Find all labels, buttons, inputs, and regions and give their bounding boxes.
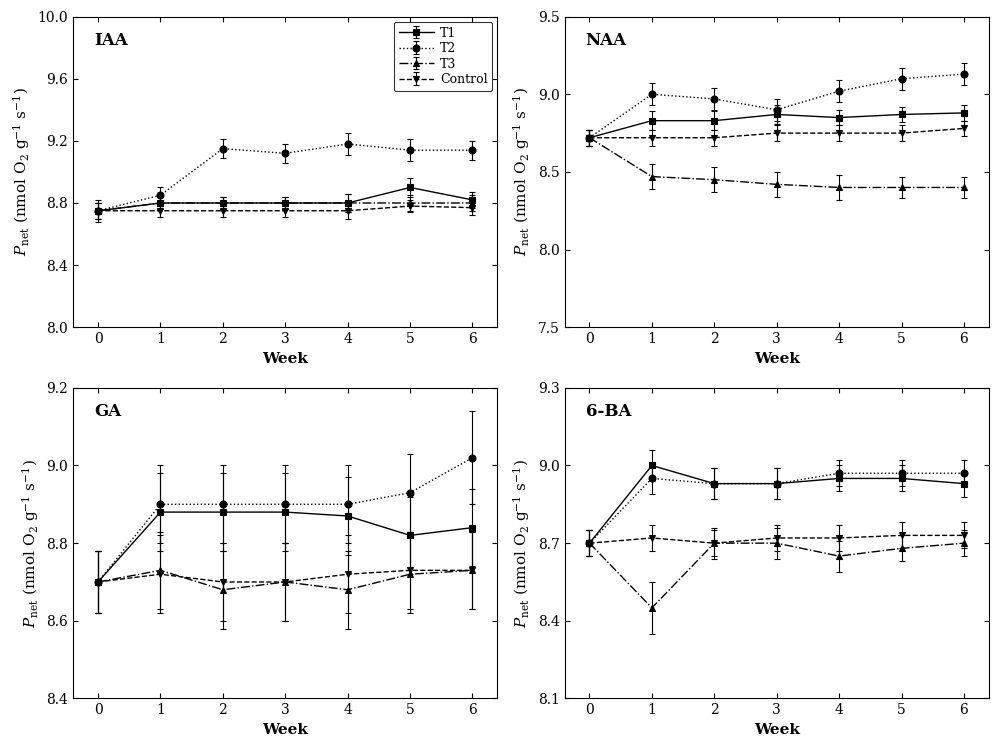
- Legend: T1, T2, T3, Control: T1, T2, T3, Control: [394, 22, 492, 91]
- Y-axis label: $P_\mathrm{net}$ (nmol O$_2$ g$^{-1}$ s$^{-1}$): $P_\mathrm{net}$ (nmol O$_2$ g$^{-1}$ s$…: [20, 459, 41, 628]
- X-axis label: Week: Week: [754, 723, 800, 737]
- X-axis label: Week: Week: [754, 352, 800, 366]
- Text: NAA: NAA: [586, 32, 627, 49]
- Text: 6-BA: 6-BA: [586, 403, 631, 420]
- Y-axis label: $P_\mathrm{net}$ (nmol O$_2$ g$^{-1}$ s$^{-1}$): $P_\mathrm{net}$ (nmol O$_2$ g$^{-1}$ s$…: [11, 88, 32, 257]
- Text: GA: GA: [94, 403, 122, 420]
- Y-axis label: $P_\mathrm{net}$ (nmol O$_2$ g$^{-1}$ s$^{-1}$): $P_\mathrm{net}$ (nmol O$_2$ g$^{-1}$ s$…: [511, 88, 532, 257]
- X-axis label: Week: Week: [262, 723, 308, 737]
- Y-axis label: $P_\mathrm{net}$ (nmol O$_2$ g$^{-1}$ s$^{-1}$): $P_\mathrm{net}$ (nmol O$_2$ g$^{-1}$ s$…: [511, 459, 532, 628]
- Text: IAA: IAA: [94, 32, 128, 49]
- X-axis label: Week: Week: [262, 352, 308, 366]
